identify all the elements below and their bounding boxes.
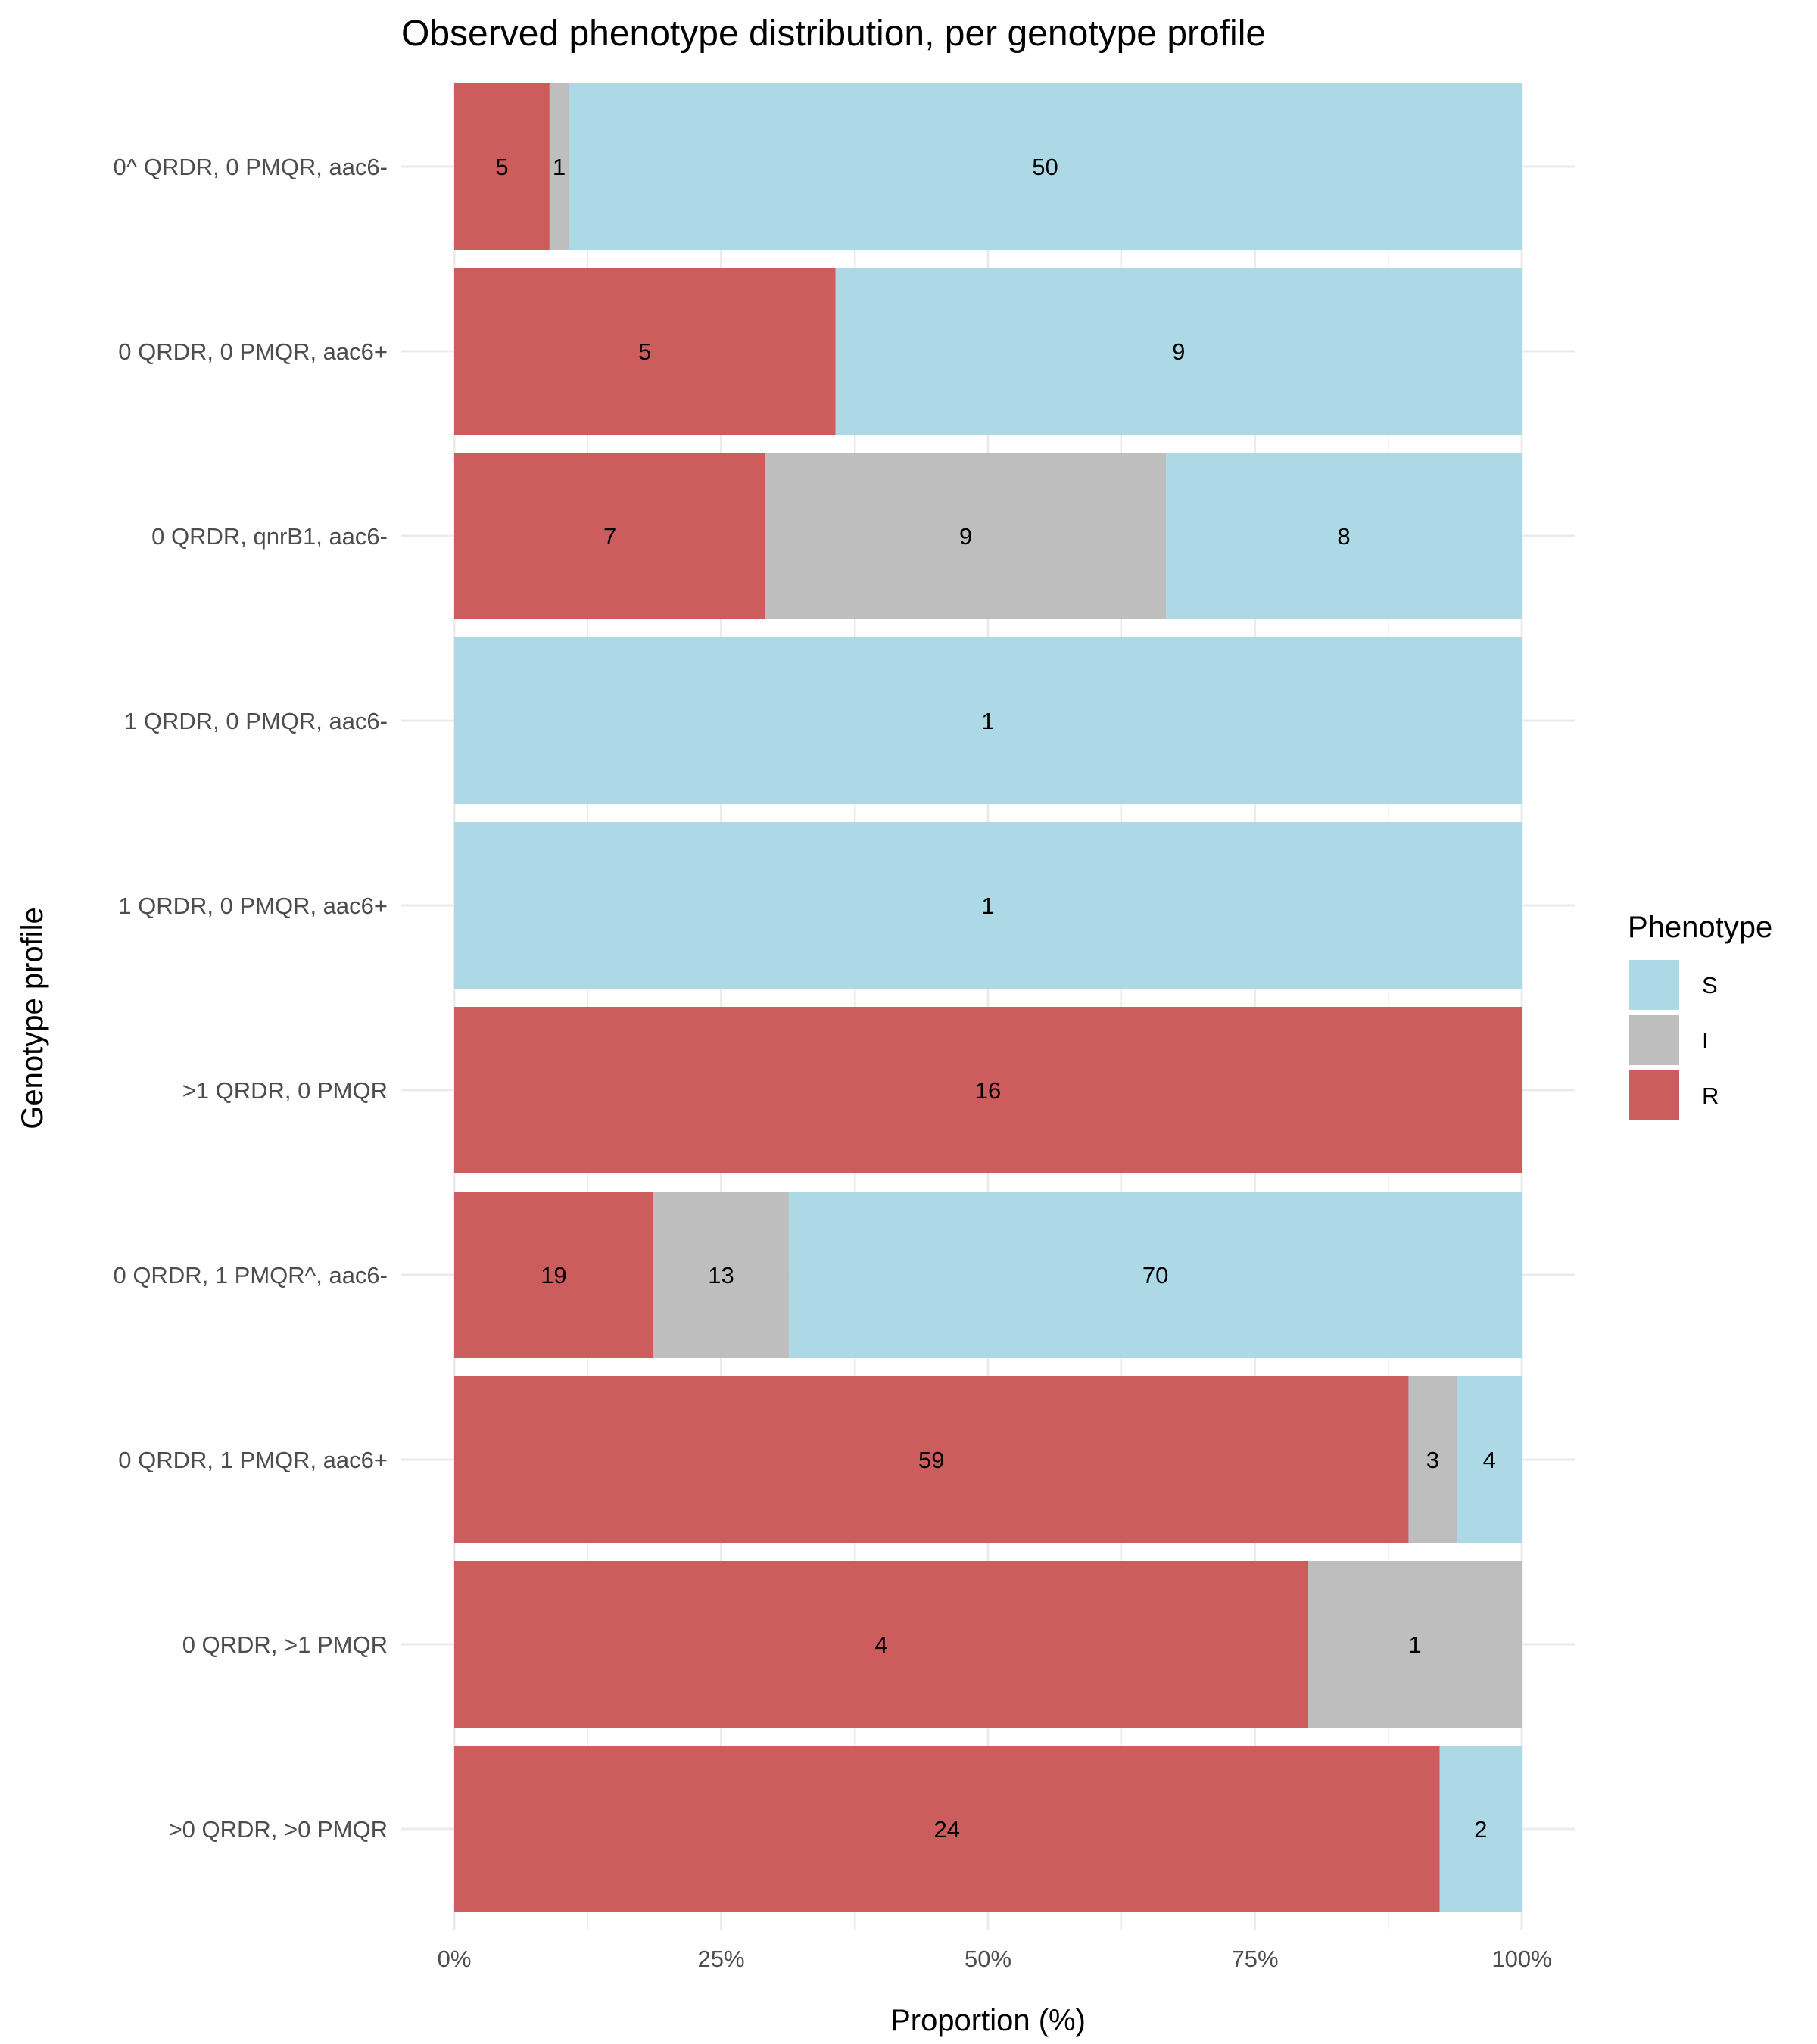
bar-value-label: 1 [981, 708, 994, 734]
legend-key-I [1629, 1015, 1679, 1065]
bar-value-label: 1 [981, 893, 994, 919]
y-tick-label: 1 QRDR, 0 PMQR, aac6+ [118, 893, 388, 919]
bar-segment-S [835, 268, 1522, 435]
bar-value-label: 5 [495, 154, 508, 180]
bar-value-label: 59 [918, 1447, 944, 1473]
bar-value-label: 24 [934, 1816, 960, 1843]
bar-segment-R [454, 1746, 1440, 1912]
bar-value-label: 8 [1337, 523, 1350, 550]
legend-items: S I R [1629, 960, 1719, 1120]
bar-value-label: 13 [708, 1262, 734, 1288]
bar-segment-S [454, 637, 1522, 804]
bar-segment-R [454, 268, 836, 435]
bar-value-label: 16 [975, 1077, 1001, 1104]
chart-title: Observed phenotype distribution, per gen… [401, 14, 1266, 54]
x-tick-label: 75% [1231, 1946, 1278, 1972]
bar-segment-R [454, 1192, 653, 1358]
bar-segment-I [653, 1192, 790, 1358]
legend-label: S [1702, 972, 1718, 999]
x-axis-title: Proportion (%) [890, 2004, 1086, 2037]
y-tick-label: >1 QRDR, 0 PMQR [182, 1077, 388, 1104]
y-tick-label: 1 QRDR, 0 PMQR, aac6- [124, 708, 388, 734]
legend-key-R [1629, 1070, 1679, 1120]
legend-label: I [1702, 1027, 1709, 1054]
legend-label: R [1702, 1083, 1719, 1109]
x-tick-label: 25% [697, 1946, 744, 1972]
bar-segment-R [454, 83, 550, 250]
bar-segment-R [454, 1007, 1522, 1173]
legend-title: Phenotype [1628, 911, 1772, 944]
y-tick-label: 0 QRDR, qnrB1, aac6- [151, 523, 388, 550]
bar-segment-S [789, 1192, 1522, 1358]
bar-segment-R [454, 1376, 1409, 1543]
bar-value-label: 50 [1032, 154, 1058, 180]
bar-segment-S [1166, 453, 1522, 619]
bar-segment-S [1439, 1746, 1522, 1912]
bar-segment-I [765, 453, 1166, 619]
x-tick-label: 0% [438, 1946, 472, 1972]
y-tick-label: >0 QRDR, >0 PMQR [169, 1816, 388, 1843]
y-axis-title: Genotype profile [16, 907, 49, 1129]
x-tick-label: 50% [965, 1946, 1011, 1972]
bar-value-label: 19 [541, 1262, 566, 1288]
bar-value-label: 2 [1474, 1816, 1487, 1843]
bar-segment-R [454, 453, 766, 619]
bar-value-label: 7 [603, 523, 616, 550]
bar-value-label: 1 [1408, 1631, 1421, 1658]
y-tick-label: 0 QRDR, 0 PMQR, aac6+ [118, 338, 388, 365]
y-tick-label: 0 QRDR, 1 PMQR^, aac6- [113, 1262, 388, 1288]
bar-segment-R [454, 1561, 1308, 1728]
bar-segment-S [454, 822, 1522, 989]
bar-segment-I [1308, 1561, 1522, 1728]
y-axis-tick-labels: 0^ QRDR, 0 PMQR, aac6- 0 QRDR, 0 PMQR, aa… [113, 154, 388, 1843]
bar-value-label: 1 [553, 154, 566, 180]
bar-segment-I [549, 83, 569, 250]
bar-segment-S [569, 83, 1522, 250]
bar-value-label: 9 [1172, 338, 1185, 365]
legend: Phenotype S I R [1628, 911, 1772, 1120]
x-tick-label: 100% [1491, 1946, 1551, 1972]
bars [454, 83, 1522, 1912]
legend-key-S [1629, 960, 1679, 1010]
bar-value-label: 9 [959, 523, 972, 550]
bar-value-label: 70 [1142, 1262, 1168, 1288]
bar-value-label: 4 [874, 1631, 887, 1658]
bar-value-label: 4 [1483, 1447, 1496, 1473]
bar-value-label: 5 [638, 338, 651, 365]
y-tick-label: 0 QRDR, 1 PMQR, aac6+ [118, 1447, 388, 1473]
bar-segment-I [1408, 1376, 1457, 1543]
y-tick-label: 0^ QRDR, 0 PMQR, aac6- [113, 154, 388, 180]
y-tick-label: 0 QRDR, >1 PMQR [182, 1631, 388, 1658]
x-axis-tick-labels: 0% 25% 50% 75% 100% [438, 1946, 1552, 1972]
bar-segment-S [1457, 1376, 1522, 1543]
bar-value-label: 3 [1426, 1447, 1439, 1473]
